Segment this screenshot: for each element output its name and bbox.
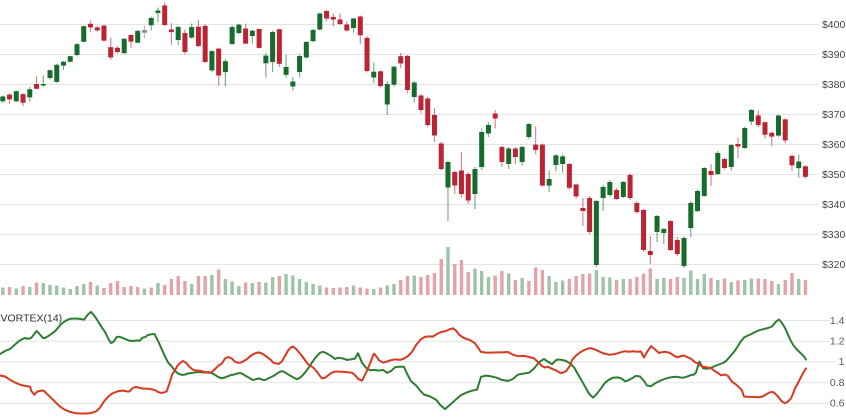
svg-text:$380: $380 [822, 79, 846, 91]
svg-text:0.6: 0.6 [830, 398, 845, 410]
svg-text:$340: $340 [822, 199, 846, 211]
svg-text:$400: $400 [822, 19, 846, 31]
svg-text:VORTEX(14): VORTEX(14) [1, 312, 63, 324]
svg-text:$330: $330 [822, 229, 846, 241]
svg-text:$370: $370 [822, 109, 846, 121]
svg-text:$350: $350 [822, 169, 846, 181]
svg-text:$320: $320 [822, 259, 846, 271]
svg-text:$360: $360 [822, 139, 846, 151]
svg-text:$390: $390 [822, 49, 846, 61]
svg-text:0.8: 0.8 [830, 377, 845, 389]
svg-text:1.2: 1.2 [830, 336, 845, 348]
svg-text:1: 1 [839, 356, 845, 368]
svg-text:1.4: 1.4 [830, 315, 845, 327]
